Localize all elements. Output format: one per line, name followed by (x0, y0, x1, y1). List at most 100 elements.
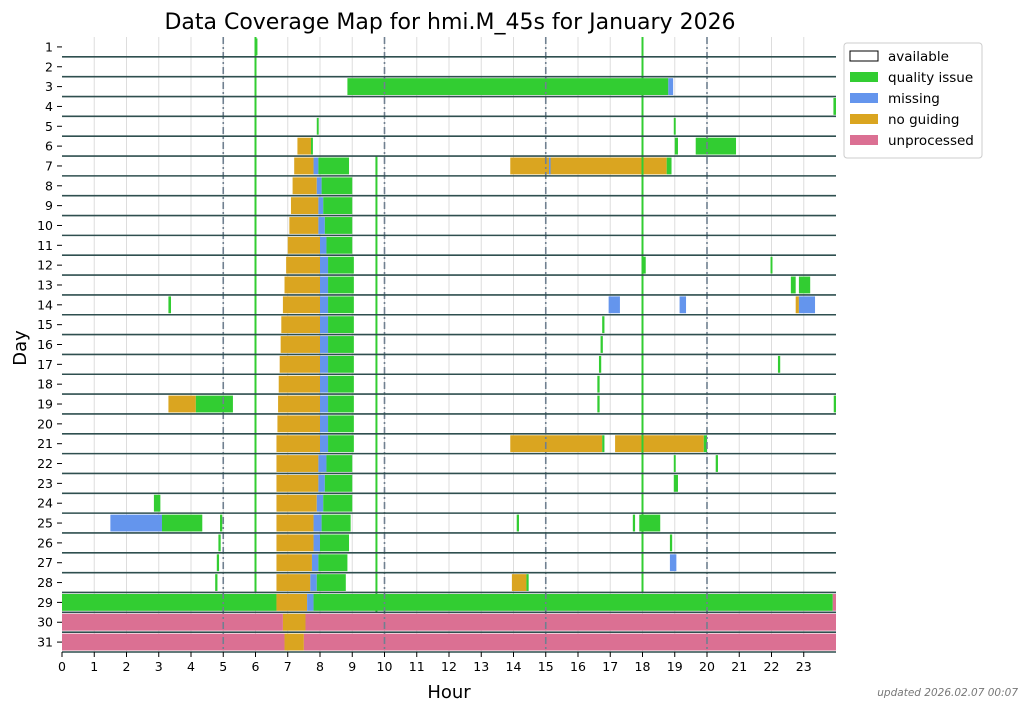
segment-day20-quality (328, 415, 354, 433)
y-axis-label: Day (10, 330, 31, 366)
segment-day7-missing (548, 157, 551, 175)
y-tick-label-30: 30 (37, 615, 53, 630)
vertical-mark-1-day27 (641, 552, 644, 573)
segment-day10-quality (324, 217, 353, 234)
vertical-mark-0-day20 (254, 413, 257, 434)
y-tick-label-7: 7 (45, 158, 53, 173)
vertical-mark-1-day7 (641, 156, 644, 176)
segment-day15-noguide (281, 316, 320, 334)
y-tick-label-2: 2 (45, 59, 53, 74)
legend-swatch-quality (850, 72, 878, 82)
vertical-mark-1-day28 (641, 572, 644, 593)
segment-day27-quality (318, 554, 348, 572)
segment-day22-noguide (276, 455, 319, 472)
vertical-mark-0-day19 (254, 394, 257, 414)
segment-day26-quality (320, 534, 350, 552)
segment-day23-missing (318, 474, 325, 492)
segment-day21-noguide (615, 435, 704, 453)
vertical-mark-0-day26 (254, 532, 257, 553)
segment-day15-quality (602, 316, 605, 334)
vertical-mark-0-day11 (254, 235, 257, 256)
vertical-mark-1-day16 (641, 334, 644, 355)
legend-label-noguide: no guiding (888, 112, 959, 128)
y-axis-ticks: 1234567891011121314151617181920212223242… (37, 39, 62, 650)
segment-day6-noguide (297, 137, 311, 155)
segment-day20-noguide (277, 415, 320, 433)
vertical-mark-0-day24 (254, 493, 257, 514)
segment-day19-quality (195, 395, 233, 413)
segment-day6-quality (310, 137, 313, 155)
segment-day29-quality (313, 593, 833, 611)
segment-day17-missing (320, 355, 329, 373)
y-tick-label-9: 9 (45, 198, 53, 213)
y-tick-label-29: 29 (37, 595, 53, 610)
segment-day19-noguide (278, 395, 320, 413)
vertical-mark-0-day5 (254, 116, 257, 137)
x-axis-label: Hour (427, 682, 471, 703)
x-tick-label-23: 23 (796, 659, 812, 674)
vertical-mark-2-day22 (375, 453, 378, 474)
x-tick-label-3: 3 (155, 659, 163, 674)
segment-day11-missing (320, 236, 327, 254)
vertical-mark-1-day8 (641, 175, 644, 196)
segment-day19-quality (328, 395, 354, 413)
vertical-mark-0-day21 (254, 433, 257, 454)
y-tick-label-14: 14 (37, 297, 53, 312)
segment-day11-noguide (287, 236, 320, 254)
segment-day19-noguide (168, 395, 196, 413)
segment-day10-missing (318, 217, 325, 234)
segment-day25-quality (639, 514, 661, 532)
segment-day25-quality (632, 514, 636, 532)
vertical-mark-1-day13 (641, 275, 644, 295)
segment-day14-noguide (282, 296, 320, 314)
y-tick-label-13: 13 (37, 277, 53, 292)
vertical-mark-2-day28 (375, 572, 378, 593)
segment-day17-quality (598, 355, 602, 373)
segment-day29-noguide (276, 593, 308, 611)
y-tick-label-8: 8 (45, 178, 53, 193)
segment-day30-unproc (305, 613, 836, 631)
segment-day6-quality (674, 137, 678, 155)
segment-day13-quality (790, 276, 796, 294)
segment-day22-missing (318, 455, 327, 472)
chart-title: Data Coverage Map for hmi.M_45s for Janu… (164, 10, 735, 35)
vertical-mark-2-day23 (375, 473, 378, 494)
segment-day12-quality (328, 256, 354, 274)
y-tick-label-26: 26 (37, 535, 53, 550)
y-tick-label-25: 25 (37, 516, 53, 531)
x-tick-label-7: 7 (284, 659, 292, 674)
vertical-mark-0-day3 (254, 76, 257, 97)
x-tick-label-15: 15 (538, 659, 554, 674)
vertical-mark-1-day11 (641, 235, 644, 256)
segment-day25-missing (110, 514, 162, 532)
segment-day16-missing (320, 336, 329, 353)
segment-day24-quality (323, 494, 353, 512)
y-tick-label-31: 31 (37, 635, 53, 650)
segment-day21-noguide (276, 435, 320, 453)
x-tick-label-21: 21 (731, 659, 747, 674)
vertical-mark-2-day10 (375, 215, 378, 236)
x-tick-label-5: 5 (219, 659, 227, 674)
segment-day5-quality (673, 117, 676, 135)
segment-day12-noguide (286, 256, 320, 274)
vertical-mark-2-day16 (375, 334, 378, 355)
x-tick-label-22: 22 (764, 659, 780, 674)
y-tick-label-22: 22 (37, 456, 53, 471)
segment-day26-missing (313, 534, 320, 552)
segment-day7-quality (666, 157, 672, 175)
segment-day15-missing (320, 316, 329, 334)
segment-day24-missing (316, 494, 324, 512)
segment-day27-quality (216, 554, 220, 572)
vertical-mark-1-day23 (641, 473, 644, 494)
segment-day16-noguide (280, 336, 320, 353)
segment-day7-missing (313, 157, 319, 175)
segment-day13-noguide (284, 276, 320, 294)
segment-day26-quality (218, 534, 221, 552)
segment-day27-missing (311, 554, 319, 572)
y-tick-label-28: 28 (37, 575, 53, 590)
segment-day13-quality (328, 276, 354, 294)
vertical-mark-2-day20 (375, 413, 378, 434)
segment-day25-missing (313, 514, 322, 532)
vertical-mark-1-day26 (641, 532, 644, 553)
y-tick-label-21: 21 (37, 436, 53, 451)
